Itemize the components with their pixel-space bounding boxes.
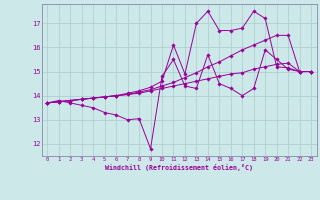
X-axis label: Windchill (Refroidissement éolien,°C): Windchill (Refroidissement éolien,°C) xyxy=(105,164,253,171)
